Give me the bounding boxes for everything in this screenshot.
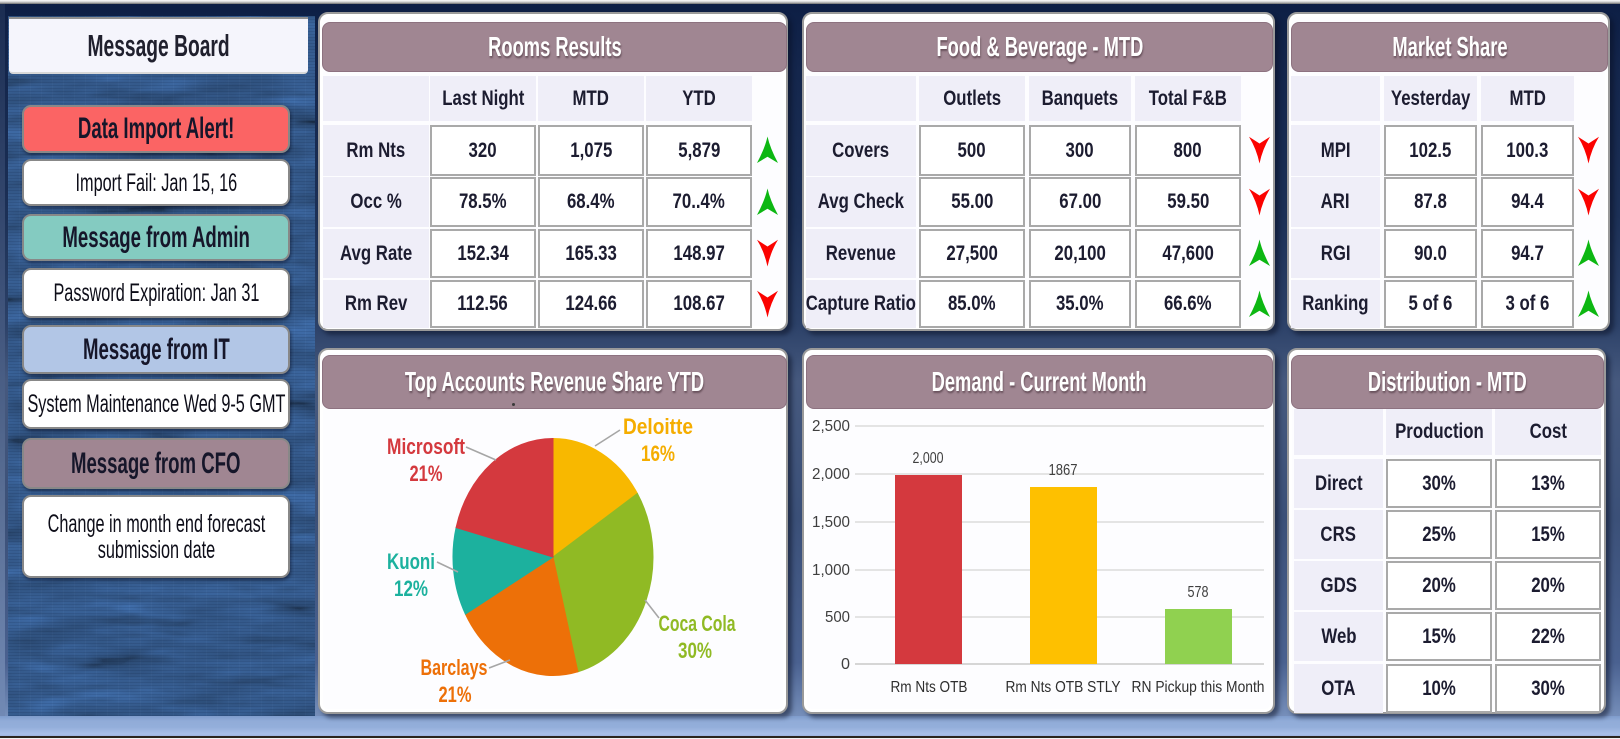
svg-text:Kuoni: Kuoni <box>387 549 435 574</box>
svg-text:Microsoft: Microsoft <box>387 434 466 459</box>
svg-text:2,000: 2,000 <box>812 466 850 483</box>
svg-text:RN Pickup this Month: RN Pickup this Month <box>1132 679 1265 696</box>
svg-text:2,500: 2,500 <box>812 418 850 435</box>
svg-text:0: 0 <box>841 656 850 673</box>
svg-text:16%: 16% <box>641 441 675 466</box>
svg-text:21%: 21% <box>410 461 443 486</box>
svg-text:1867: 1867 <box>1049 462 1078 479</box>
svg-text:578: 578 <box>1188 584 1209 601</box>
svg-text:Rm Nts OTB STLY: Rm Nts OTB STLY <box>1006 679 1121 696</box>
svg-text:1,000: 1,000 <box>812 562 850 579</box>
svg-text:12%: 12% <box>394 576 428 601</box>
svg-text:2,000: 2,000 <box>913 450 944 467</box>
svg-text:21%: 21% <box>439 682 472 707</box>
svg-text:Deloitte: Deloitte <box>623 414 693 439</box>
svg-text:Barclays: Barclays <box>421 655 488 680</box>
svg-text:500: 500 <box>825 609 850 626</box>
svg-text:30%: 30% <box>678 638 712 663</box>
svg-text:Rm Nts OTB: Rm Nts OTB <box>891 679 968 696</box>
svg-text:1,500: 1,500 <box>812 514 850 531</box>
svg-text:Coca Cola: Coca Cola <box>659 611 737 636</box>
